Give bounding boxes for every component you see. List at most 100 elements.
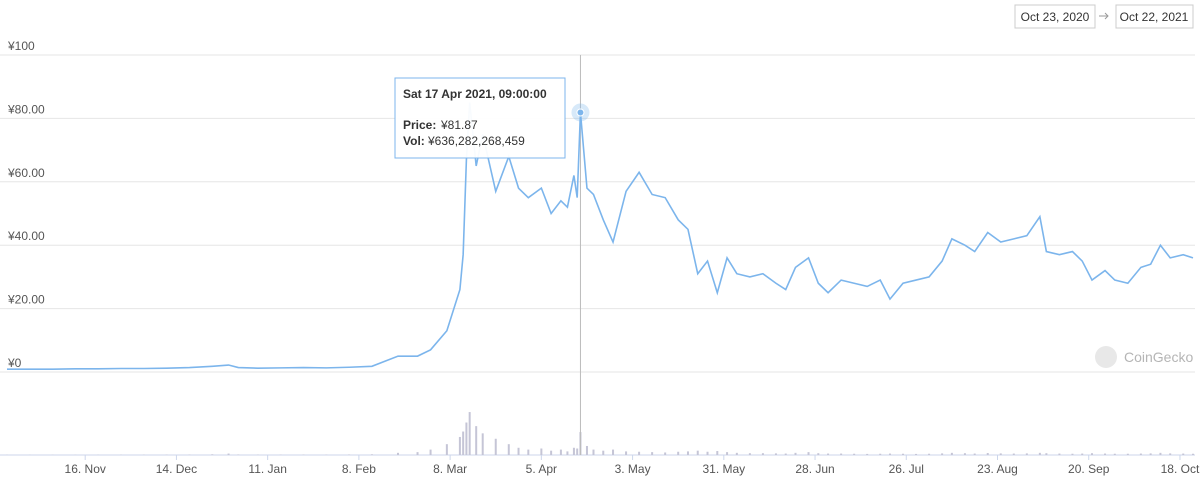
tooltip-title: Sat 17 Apr 2021, 09:00:00 [403,87,547,101]
volume-bar [696,450,699,455]
x-tick-label: 11. Jan [248,462,286,476]
volume-bar [1139,453,1142,455]
x-tick-label: 8. Mar [433,462,467,476]
tooltip-vol: ¥636,282,268,459 [427,134,525,148]
price-line [7,102,1194,370]
y-tick-label: ¥80.00 [7,102,45,116]
volume-bar [625,451,628,455]
range-end-box[interactable] [1115,4,1194,29]
volume-bar [706,451,709,455]
volume-bar [481,433,484,455]
x-tick-label: 16. Nov [65,462,106,476]
volume-bar [585,445,588,455]
volume-bar [817,453,820,455]
volume-bar [794,452,797,455]
volume-bar [1045,453,1048,455]
volume-bar [540,448,543,455]
y-tick-label: ¥20.00 [7,293,45,307]
volume-bar [638,451,641,455]
volume-bar [1126,453,1129,455]
x-tick-label: 28. Jun [795,462,834,476]
volume-bar [651,452,654,455]
volume-bar [686,451,689,455]
volume-bar [677,451,680,455]
volume-bar [517,447,520,455]
volume-bar [827,453,830,455]
volume-bar [566,451,569,455]
volume-bar [853,453,856,455]
range-arrow [1099,12,1109,20]
volume-bar [1182,453,1185,455]
volume-bar [445,444,448,455]
volume-bar [1038,452,1041,455]
x-tick-label: 14. Dec [156,462,197,476]
volume-bar [664,452,667,455]
tooltip-vol-caption: Vol: [403,134,425,148]
x-tick-label: 20. Sep [1068,462,1110,476]
y-tick-label: ¥0 [7,356,22,370]
volume-bar [507,444,510,455]
volume-bar [963,453,966,455]
volume-bar [227,453,230,455]
volume-bar [866,453,869,455]
grid: ¥0 ¥20.00 ¥40.00 ¥60.00 ¥80.00 ¥100 16. Nov 14.… [0,39,1200,476]
y-tick-label: ¥100 [7,39,35,53]
volume-bar [774,453,777,455]
volume-bar [211,454,214,455]
volume-bar [1113,453,1116,455]
plot [7,55,1194,455]
volume-bar [1090,453,1093,455]
volume-bar [973,453,976,455]
volume-bar [612,449,615,455]
volume-bar [475,426,478,455]
tooltip-price-caption: Price: [403,118,436,132]
volume-bar [1071,453,1074,455]
x-tick-label: 31. May [702,462,745,476]
volume-bar [1192,453,1194,455]
volume-bar [458,436,461,455]
range-start-box[interactable] [1014,4,1096,29]
y-tick-label: ¥40.00 [7,229,45,243]
volume-bar [1058,453,1061,455]
range-end: Oct 22, 2021 [1120,10,1189,24]
volume-bar [726,452,729,455]
volume-bar [396,452,399,455]
volume-bar [494,438,497,455]
volume-bar [950,452,953,455]
volume-bar [370,454,373,455]
volume-bar [879,453,882,455]
volume-bar [527,449,530,455]
volume-bar [1149,453,1152,455]
volume-bar [550,450,553,455]
volume-bar [1025,453,1028,455]
volume-bar [1169,453,1172,455]
x-tick-label: 18. Oct [1161,462,1200,476]
volume-bar [902,453,905,455]
volume-bar [761,453,764,455]
x-tick-label: 26. Jul [889,462,924,476]
x-tick-label: 23. Aug [977,462,1018,476]
watermark-icon [1095,346,1117,368]
volume-bar [348,454,351,455]
volume-bar [602,450,605,455]
watermark: CoinGecko [1124,349,1193,365]
volume-bar [748,453,751,455]
volume-bar [888,453,891,455]
tooltip-price: ¥81.87 [440,118,478,132]
volume-bar [999,453,1002,455]
volume-bar [1104,453,1107,455]
x-tick-label: 5. Apr [526,462,557,476]
volume-bar [928,453,931,455]
volume-bar [1159,452,1162,455]
volume-bar [462,431,465,455]
y-tick-label: ¥60.00 [7,166,45,180]
volume-bar [1081,453,1084,455]
volume-bar [915,453,918,455]
volume-bar [592,449,595,455]
volume-bar [807,452,810,455]
volume-bar [986,453,989,455]
volume-bar [416,452,419,455]
volume-bar [716,451,719,455]
